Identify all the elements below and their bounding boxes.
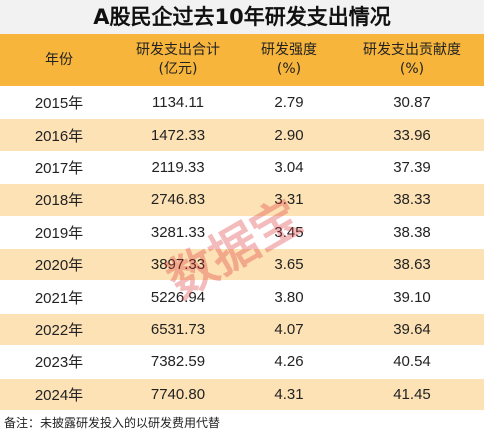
table-cell: 38.63: [340, 248, 484, 282]
table-cell: 5226.94: [118, 280, 238, 314]
table-cell: 3897.33: [118, 248, 238, 282]
table-body: 2015年 1134.11 2.79 30.87 2016年 1472.33 2.90 33.…: [0, 86, 484, 411]
table-cell: 1472.33: [118, 118, 238, 152]
table-cell: 37.39: [340, 151, 484, 185]
table-cell: 7740.80: [118, 378, 238, 411]
header-line: 研发强度: [261, 42, 317, 58]
table-row: 2018年 2746.83 3.31 38.33: [0, 183, 484, 217]
table-cell: 39.10: [340, 280, 484, 314]
header-line: 研发支出合计: [136, 42, 220, 58]
table-cell: 2017年: [0, 151, 118, 185]
table-cell: 3.80: [238, 280, 340, 314]
table-cell: 38.38: [340, 216, 484, 249]
table-cell: 2019年: [0, 216, 118, 249]
table-row: 2015年 1134.11 2.79 30.87: [0, 86, 484, 120]
table-cell: 2023年: [0, 345, 118, 379]
table-cell: 4.31: [238, 378, 340, 411]
table-cell: 2016年: [0, 118, 118, 152]
table-cell: 4.07: [238, 313, 340, 347]
table-cell: 2119.33: [118, 151, 238, 185]
table-cell: 2021年: [0, 280, 118, 314]
header-cell: 年份: [0, 34, 118, 87]
table-row: 2024年 7740.80 4.31 41.45: [0, 378, 484, 411]
table-row: 2016年 1472.33 2.90 33.96: [0, 118, 484, 152]
table-cell: 3.45: [238, 216, 340, 249]
header-line: (亿元): [158, 61, 198, 77]
table-cell: 41.45: [340, 378, 484, 411]
table-row: 2019年 3281.33 3.45 38.38: [0, 216, 484, 249]
table-cell: 38.33: [340, 183, 484, 217]
header-line: 年份: [45, 51, 73, 68]
header-line: (%): [276, 61, 302, 77]
table-cell: 33.96: [340, 118, 484, 152]
table-row: 2022年 6531.73 4.07 39.64: [0, 313, 484, 347]
data-table: 年份 研发支出合计 (亿元) 研发强度 (%) 研发支出贡献度 (%) 2015年 1134.…: [0, 34, 484, 411]
table-cell: 2746.83: [118, 183, 238, 217]
table-cell: 2.90: [238, 118, 340, 152]
table-cell: 2015年: [0, 86, 118, 120]
header-line: (%): [399, 61, 425, 77]
header-row: 年份 研发支出合计 (亿元) 研发强度 (%) 研发支出贡献度 (%): [0, 34, 484, 87]
header-cell: 研发支出合计 (亿元): [118, 34, 238, 87]
header-line: 研发支出贡献度: [363, 42, 461, 58]
table-row: 2020年 3897.33 3.65 38.63: [0, 248, 484, 282]
table-cell: 40.54: [340, 345, 484, 379]
table-header: 年份 研发支出合计 (亿元) 研发强度 (%) 研发支出贡献度 (%): [0, 34, 484, 87]
title: A股民企过去10年研发支出情况: [0, 0, 484, 34]
table-row: 2021年 5226.94 3.80 39.10: [0, 280, 484, 314]
header-cell: 研发支出贡献度 (%): [340, 34, 484, 87]
header-cell: 研发强度 (%): [238, 34, 340, 87]
table-cell: 2024年: [0, 378, 118, 411]
table-cell: 7382.59: [118, 345, 238, 379]
table-cell: 3.31: [238, 183, 340, 217]
table-row: 2023年 7382.59 4.26 40.54: [0, 345, 484, 379]
table-cell: 2018年: [0, 183, 118, 217]
table-cell: 2020年: [0, 248, 118, 282]
table-cell: 2.79: [238, 86, 340, 120]
table-cell: 39.64: [340, 313, 484, 347]
note: 备注：未披露研发投入的以研发费用代替: [4, 416, 221, 430]
table-cell: 6531.73: [118, 313, 238, 347]
table-cell: 30.87: [340, 86, 484, 120]
table-cell: 3281.33: [118, 216, 238, 249]
table-cell: 4.26: [238, 345, 340, 379]
table-cell: 3.04: [238, 151, 340, 185]
table-cell: 3.65: [238, 248, 340, 282]
table-row: 2017年 2119.33 3.04 37.39: [0, 151, 484, 185]
table-cell: 1134.11: [118, 86, 238, 120]
table-cell: 2022年: [0, 313, 118, 347]
